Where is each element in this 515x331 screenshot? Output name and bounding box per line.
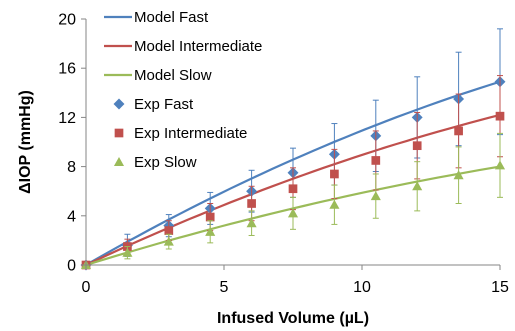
data-point xyxy=(205,212,215,222)
plot-area xyxy=(80,28,506,271)
data-point xyxy=(164,226,174,235)
legend-marker-swatch xyxy=(113,98,125,110)
x-axis-title: Infused Volume (µL) xyxy=(217,310,369,327)
y-tick-label: 12 xyxy=(58,110,76,127)
x-tick-label: 10 xyxy=(353,279,371,296)
x-tick-label: 5 xyxy=(220,279,229,296)
data-point xyxy=(412,181,423,191)
data-point xyxy=(205,226,216,236)
legend-label: Model Intermediate xyxy=(134,38,262,55)
data-point xyxy=(454,126,463,136)
y-tick-label: 20 xyxy=(58,12,76,29)
data-point xyxy=(330,169,339,179)
data-point xyxy=(122,247,133,257)
data-point xyxy=(370,191,381,201)
data-point xyxy=(412,141,422,151)
legend-label: Exp Slow xyxy=(134,154,197,171)
y-tick-label: 8 xyxy=(67,159,76,176)
y-axis-title: ΔIOP (mmHg) xyxy=(17,90,34,194)
y-tick-label: 4 xyxy=(67,208,76,225)
data-point xyxy=(246,218,257,228)
legend-marker-swatch xyxy=(113,156,125,167)
y-tick-label: 16 xyxy=(58,61,76,78)
data-point xyxy=(371,156,381,165)
data-point xyxy=(247,199,256,208)
data-point xyxy=(495,111,505,121)
data-point xyxy=(163,236,174,246)
legend-label: Exp Intermediate xyxy=(134,125,247,142)
x-tick-label: 0 xyxy=(82,279,91,296)
y-tick-label: 0 xyxy=(67,258,76,275)
data-point xyxy=(288,184,298,194)
x-tick-label: 15 xyxy=(491,279,509,296)
legend-label: Exp Fast xyxy=(134,96,194,113)
data-point xyxy=(287,208,299,218)
legend-marker-swatch xyxy=(114,128,124,138)
legend-label: Model Fast xyxy=(134,9,209,26)
data-point xyxy=(329,199,340,209)
data-point xyxy=(494,160,506,170)
legend: Model Fast Model Intermediate Model Slow Ex… xyxy=(104,9,262,171)
legend-label: Model Slow xyxy=(134,67,212,84)
data-point xyxy=(453,170,464,180)
axes: 0 4 8 12 16 20 0 5 10 15 xyxy=(58,12,509,297)
